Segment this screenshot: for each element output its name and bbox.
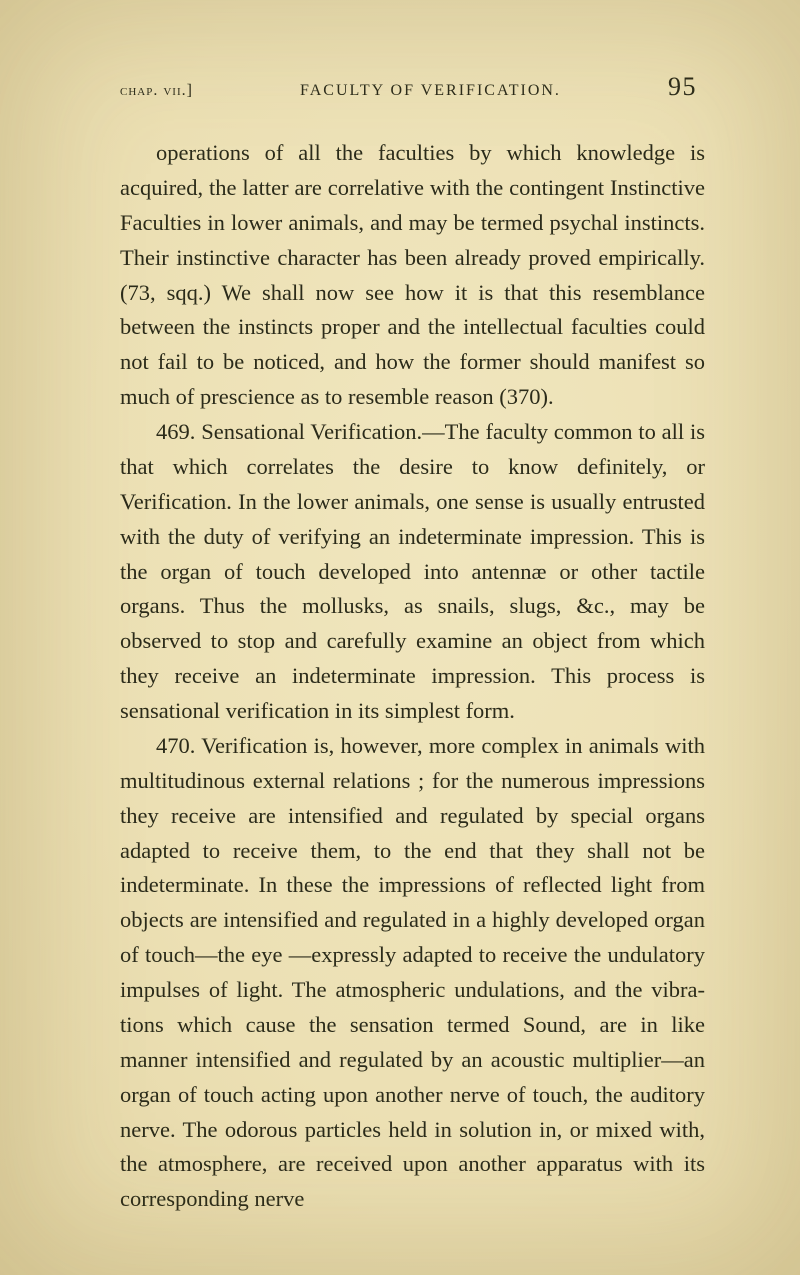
page-number: 95 [668, 72, 697, 102]
paragraph: operations of all the faculties by which… [120, 136, 705, 415]
running-head: chap. vii.] FACULTY OF VERIFICATION. 95 [120, 72, 705, 102]
chapter-label: chap. vii.] [120, 82, 193, 100]
body-text: operations of all the faculties by which… [120, 136, 705, 1217]
running-title: FACULTY OF VERIFICATION. [300, 82, 561, 100]
page: chap. vii.] FACULTY OF VERIFICATION. 95 … [0, 0, 800, 1275]
paragraph: 470. Verification is, however, more comp… [120, 729, 705, 1217]
paragraph: 469. Sensational Verification.—The facul… [120, 415, 705, 729]
